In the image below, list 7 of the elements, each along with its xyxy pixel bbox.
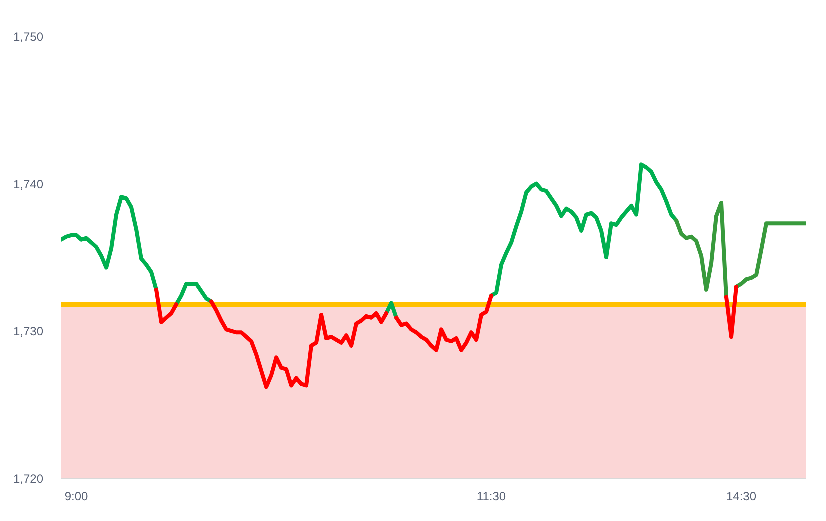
y-tick-label: 1,720 bbox=[13, 472, 44, 486]
x-tick-label: 9:00 bbox=[64, 490, 89, 504]
x-tick-label: 14:30 bbox=[726, 490, 757, 504]
y-tick-label: 1,750 bbox=[13, 30, 44, 44]
y-tick-label: 1,730 bbox=[13, 324, 44, 339]
x-tick-label: 11:30 bbox=[476, 490, 506, 504]
y-tick-label: 1,740 bbox=[13, 177, 44, 192]
